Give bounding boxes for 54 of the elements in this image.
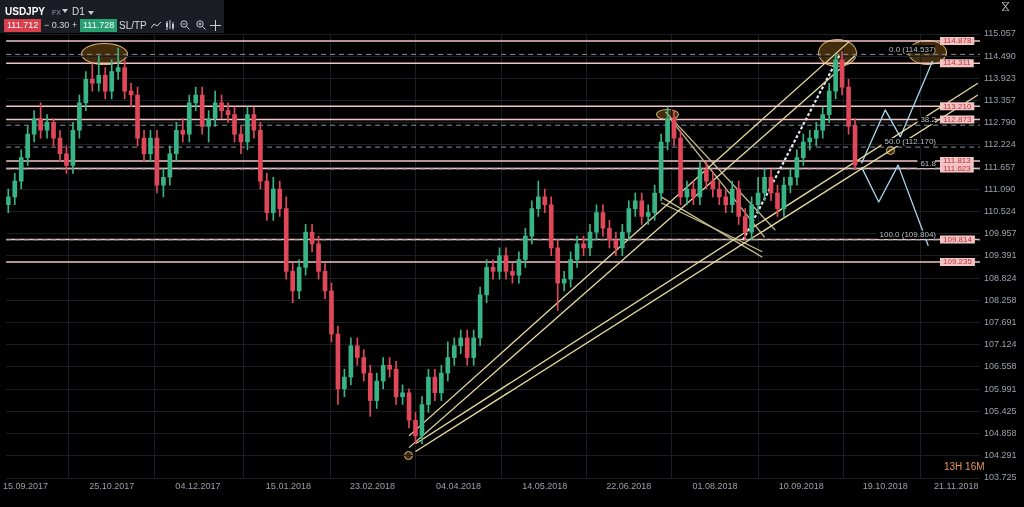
x-tick-label: 15.09.2017 xyxy=(3,480,49,491)
x-tick-label: 25.10.2017 xyxy=(89,480,135,491)
annotation: 13H 16M xyxy=(944,461,985,472)
x-tick-label: 21.11.2018 xyxy=(934,480,979,491)
ref-line-label: 111.813 xyxy=(943,156,972,166)
y-tick-label: 111.657 xyxy=(984,161,1016,172)
y-tick-label: 104.858 xyxy=(984,428,1017,439)
x-tick-label: 15.01.2018 xyxy=(265,480,311,491)
y-tick-label: 111.090 xyxy=(984,183,1016,194)
x-tick-label: 10.09.2018 xyxy=(778,480,824,491)
text: D1 xyxy=(72,6,85,17)
annotation: 61.8 xyxy=(920,159,937,169)
y-tick-label: 113.923 xyxy=(984,72,1016,83)
y-tick-label: 115.057 xyxy=(984,28,1016,39)
text: − 0.30 xyxy=(44,20,70,31)
x-tick-label: 19.10.2018 xyxy=(862,480,908,491)
y-tick-label: 105.991 xyxy=(984,383,1017,394)
y-tick-label: 108.824 xyxy=(984,272,1017,283)
ref-line-label: 50.0 (112.170) xyxy=(884,137,937,147)
y-tick-label: 113.357 xyxy=(984,95,1016,106)
x-tick-label: 22.06.2018 xyxy=(606,480,652,491)
ref-line-label: 114.311 xyxy=(943,58,972,68)
y-tick-label: 109.391 xyxy=(984,250,1017,261)
ref-line-label: 109.814 xyxy=(943,234,973,244)
y-tick-label: 104.291 xyxy=(984,450,1017,461)
ref-line-label: 112.873 xyxy=(943,114,972,124)
x-tick-label: 23.02.2018 xyxy=(349,480,395,491)
x-tick-label: 04.12.2017 xyxy=(175,480,221,491)
y-tick-label: 107.124 xyxy=(984,339,1017,350)
ref-line-label: 114.878 xyxy=(943,36,972,46)
y-tick-label: 112.790 xyxy=(984,117,1016,128)
x-tick-label: 04.04.2018 xyxy=(436,480,482,491)
text: 111.728 xyxy=(80,19,118,32)
y-tick-label: 109.957 xyxy=(984,228,1017,239)
x-tick-label: 01.08.2018 xyxy=(692,480,738,491)
y-tick-label: 110.524 xyxy=(984,206,1016,217)
y-tick-label: 105.425 xyxy=(984,405,1017,416)
ref-line-label: 111.623 xyxy=(943,163,972,173)
ref-line-label: 100.0 (109.804) xyxy=(879,230,937,240)
annotation: 38.2 xyxy=(920,115,937,125)
ref-line-label: 0.0 (114.537) xyxy=(889,44,937,54)
y-tick-label: 114.490 xyxy=(984,50,1016,61)
y-tick-label: 112.224 xyxy=(984,139,1016,150)
chart-title: USDJPY xyxy=(5,6,46,17)
y-tick-label: 103.725 xyxy=(984,472,1017,483)
y-tick-label: 107.691 xyxy=(984,317,1017,328)
y-tick-label: 106.558 xyxy=(984,361,1017,372)
y-tick-label: 108.258 xyxy=(984,294,1017,305)
text: + xyxy=(72,20,78,31)
ref-line-label: 113.210 xyxy=(943,101,972,111)
ref-line-label: 109.235 xyxy=(943,257,973,267)
x-tick-label: 14.05.2018 xyxy=(522,480,568,491)
text: SL/TP xyxy=(119,20,147,31)
text: 111.712 xyxy=(4,19,42,32)
